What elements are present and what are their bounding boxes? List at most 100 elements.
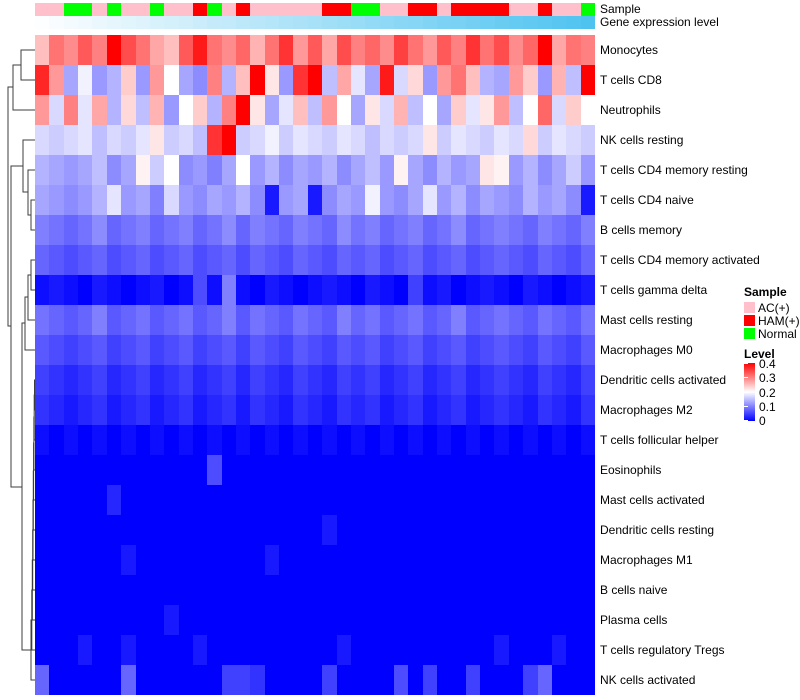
- expression-level-cell: [494, 16, 509, 29]
- heatmap-cell: [164, 95, 179, 125]
- heatmap-cell: [264, 575, 280, 605]
- heatmap-cell: [465, 95, 481, 125]
- heatmap-cell: [566, 335, 581, 365]
- heatmap-cell: [121, 395, 136, 425]
- heatmap-cell: [236, 365, 251, 395]
- level-tick-dash: [744, 405, 748, 407]
- heatmap-cell: [92, 455, 107, 485]
- heatmap-cell: [322, 485, 337, 515]
- heatmap-cell: [350, 65, 366, 95]
- heatmap-cell: [92, 395, 107, 425]
- heatmap-cell: [451, 665, 466, 695]
- heatmap-cell: [465, 575, 481, 605]
- heatmap-cell: [465, 185, 481, 215]
- heatmap-cell: [250, 95, 265, 125]
- heatmap-cell: [279, 305, 294, 335]
- heatmap-cell: [566, 395, 581, 425]
- sample-annotation-cell: [106, 3, 122, 16]
- heatmap-cell: [35, 665, 50, 695]
- heatmap-cell: [236, 95, 251, 125]
- heatmap-cell: [566, 515, 581, 545]
- heatmap-cell: [264, 125, 280, 155]
- heatmap-cell: [49, 515, 64, 545]
- heatmap-cell: [192, 515, 208, 545]
- heatmap-cell: [350, 245, 366, 275]
- heatmap-cell: [264, 365, 280, 395]
- heatmap-cell: [437, 65, 452, 95]
- sample-annotation-cell: [494, 3, 509, 16]
- heatmap-cell: [264, 305, 280, 335]
- heatmap-cell: [78, 245, 93, 275]
- heatmap-cell: [422, 545, 438, 575]
- heatmap-cell: [92, 185, 107, 215]
- heatmap-cell: [35, 425, 50, 455]
- heatmap-cell: [365, 215, 380, 245]
- heatmap-cell: [408, 65, 423, 95]
- heatmap-cell: [494, 335, 509, 365]
- heatmap-cell: [322, 635, 337, 665]
- heatmap-cell: [494, 665, 509, 695]
- heatmap-cell: [307, 605, 323, 635]
- level-tick-label: 0.4: [759, 357, 776, 371]
- level-tick-label: 0.2: [759, 385, 776, 400]
- sample-annotation-cell: [35, 3, 50, 16]
- heatmap-cell: [78, 635, 93, 665]
- heatmap-cell: [322, 545, 337, 575]
- heatmap-cell: [336, 95, 351, 125]
- heatmap-cell: [379, 575, 394, 605]
- heatmap-cell: [135, 365, 150, 395]
- heatmap-cell: [508, 605, 524, 635]
- heatmap-cell: [523, 275, 538, 305]
- heatmap-cell: [192, 245, 208, 275]
- heatmap-cell: [250, 455, 265, 485]
- heatmap-cell: [92, 545, 107, 575]
- heatmap-cell: [236, 275, 251, 305]
- heatmap-cell: [322, 245, 337, 275]
- heatmap-cell: [135, 455, 150, 485]
- heatmap-cell: [451, 575, 466, 605]
- heatmap-cell: [164, 305, 179, 335]
- heatmap-cell: [551, 155, 567, 185]
- heatmap-cell: [437, 395, 452, 425]
- heatmap-cell: [451, 485, 466, 515]
- heatmap-cell: [508, 395, 524, 425]
- heatmap-cell: [236, 545, 251, 575]
- heatmap-cell: [451, 605, 466, 635]
- heatmap-cell: [35, 125, 50, 155]
- heatmap-cell: [494, 245, 509, 275]
- sample-annotation-cell: [523, 3, 538, 16]
- heatmap-cell: [508, 185, 524, 215]
- heatmap-cell: [207, 455, 222, 485]
- heatmap-cell: [408, 215, 423, 245]
- gene-expression-annotation-bar: [35, 16, 596, 29]
- heatmap-cell: [365, 305, 380, 335]
- sample-annotation-cell: [264, 3, 280, 16]
- heatmap-cell: [149, 35, 165, 65]
- expression-level-cell: [580, 16, 596, 29]
- sample-annotation-cell: [379, 3, 394, 16]
- heatmap-cell: [121, 35, 136, 65]
- heatmap-cell: [106, 215, 122, 245]
- heatmap-cell: [336, 665, 351, 695]
- heatmap-cell: [350, 485, 366, 515]
- legend-swatch: [744, 328, 755, 339]
- legend: Sample AC(+) HAM(+) Normal Level 0.4 0.3 0.2…: [744, 285, 800, 427]
- heatmap-cell: [365, 125, 380, 155]
- heatmap-cell: [365, 155, 380, 185]
- heatmap-cell: [322, 155, 337, 185]
- heatmap-cell: [178, 185, 193, 215]
- heatmap-cell: [465, 545, 481, 575]
- heatmap-cell: [523, 245, 538, 275]
- heatmap-cell: [566, 635, 581, 665]
- heatmap-cell: [78, 125, 93, 155]
- heatmap-cell: [393, 395, 409, 425]
- heatmap-cell: [422, 335, 438, 365]
- heatmap-cell: [393, 545, 409, 575]
- heatmap-cell: [451, 515, 466, 545]
- heatmap-cell: [250, 335, 265, 365]
- heatmap-cell: [106, 335, 122, 365]
- heatmap-cell: [236, 35, 251, 65]
- heatmap-cell: [207, 245, 222, 275]
- heatmap-cell: [106, 305, 122, 335]
- heatmap-cell: [221, 245, 237, 275]
